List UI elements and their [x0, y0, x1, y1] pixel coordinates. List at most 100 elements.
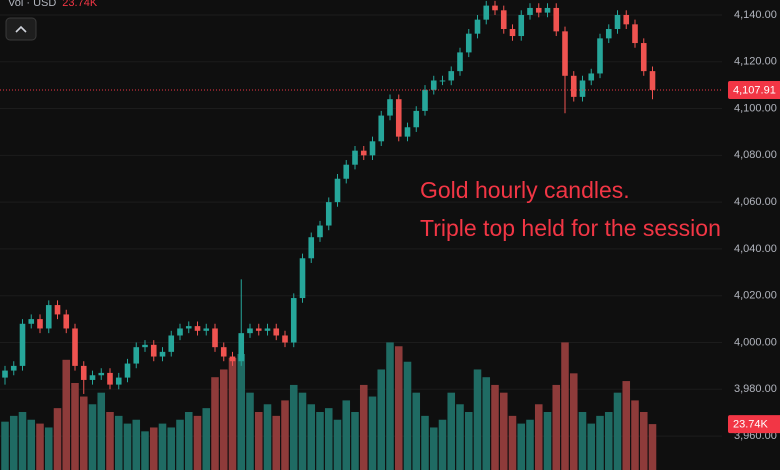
volume-bar — [184, 412, 193, 470]
volume-bar — [342, 400, 351, 470]
candle-body — [632, 24, 638, 44]
candle-body — [98, 372, 105, 376]
price-tag-label: 4,107.91 — [733, 84, 776, 96]
candle-body — [597, 38, 603, 74]
candle-body — [509, 29, 516, 37]
candle-body — [465, 33, 472, 53]
volume-bar — [158, 423, 167, 470]
candle-body — [142, 344, 148, 348]
button-box[interactable] — [5, 17, 37, 41]
volume-bar — [456, 404, 464, 470]
candle-body — [212, 328, 218, 348]
volume-bar — [1, 421, 9, 470]
candle-body — [588, 73, 595, 81]
candle-body — [518, 14, 525, 37]
candle-body — [229, 356, 236, 362]
candle-body — [605, 29, 612, 39]
volume-bar — [438, 419, 447, 470]
candle-body — [317, 225, 323, 238]
volume-bar — [421, 415, 429, 470]
candle-body — [378, 115, 385, 142]
volume-bar — [316, 412, 324, 470]
candle-body — [220, 347, 227, 357]
candle-body — [562, 31, 568, 76]
y-tick-label: 4,060.00 — [734, 196, 777, 208]
volume-bar — [333, 419, 342, 470]
y-tick-label: 4,040.00 — [734, 243, 777, 255]
candle-body — [194, 326, 201, 331]
candles — [0, 0, 728, 394]
candle-body — [413, 110, 420, 128]
volume-bar — [88, 404, 97, 470]
candle-body — [343, 164, 350, 179]
candle-body — [89, 375, 96, 380]
volume-bar — [359, 384, 368, 470]
volume-pane — [1, 342, 657, 470]
volume-bar — [167, 427, 176, 470]
candle-body — [404, 127, 411, 137]
candle-body — [360, 150, 367, 156]
volume-bar — [377, 369, 386, 470]
candle-body — [63, 314, 70, 329]
candle-body — [273, 328, 280, 336]
volume-bar — [272, 415, 281, 470]
volume-bar — [351, 412, 359, 470]
volume-bar — [123, 423, 132, 470]
candle-body — [500, 10, 507, 30]
candle-body — [107, 372, 113, 385]
volume-bar — [386, 342, 394, 470]
volume-bar — [289, 384, 298, 470]
candle-body — [115, 377, 122, 385]
volume-bar — [447, 392, 456, 470]
candle-body — [282, 335, 288, 343]
volume-tag — [728, 415, 780, 434]
volume-bar — [648, 424, 657, 470]
candle-body — [325, 202, 332, 226]
candle-body — [334, 178, 341, 203]
candle-body — [649, 71, 656, 91]
volume-bar — [639, 412, 648, 470]
candle-body — [10, 365, 17, 371]
candle-body — [422, 89, 428, 111]
volume-bar — [508, 415, 517, 470]
annotation: Triple top held for the session. — [420, 215, 727, 241]
candle-body — [133, 347, 140, 364]
candle-body — [203, 328, 210, 331]
candle-body — [527, 7, 533, 15]
volume-bar — [596, 415, 604, 470]
volume-bar — [219, 369, 228, 470]
volume-bar — [18, 412, 27, 470]
candle-body — [185, 326, 192, 329]
volume-bar — [578, 412, 587, 470]
volume-bar — [176, 419, 184, 470]
candle-body — [395, 99, 402, 137]
candle-body — [80, 365, 87, 380]
price-tag — [728, 81, 780, 100]
candle-body — [264, 328, 271, 331]
volume-tag-label: 23.74K — [733, 419, 769, 431]
volume-bar — [569, 373, 578, 470]
volume-bar — [412, 392, 421, 470]
volume-bar — [561, 342, 569, 470]
volume-bar — [79, 396, 88, 470]
volume-bar — [534, 404, 543, 470]
volume-bar — [526, 419, 534, 470]
candle-body — [54, 305, 61, 315]
candle-body — [492, 5, 498, 11]
volume-bar — [246, 392, 254, 470]
candle-body — [45, 305, 52, 329]
candle-body — [2, 370, 8, 378]
y-tick-label: 4,100.00 — [734, 102, 777, 114]
collapse-button[interactable] — [5, 17, 37, 41]
volume-bar — [473, 369, 482, 470]
candle-body — [352, 150, 358, 165]
volume-bar — [368, 396, 377, 470]
candle-body — [369, 141, 376, 156]
volume-bar — [132, 419, 141, 470]
volume-bar — [298, 392, 307, 470]
candle-body — [28, 319, 35, 324]
candle-body — [159, 351, 166, 357]
volume-bar — [106, 412, 114, 470]
